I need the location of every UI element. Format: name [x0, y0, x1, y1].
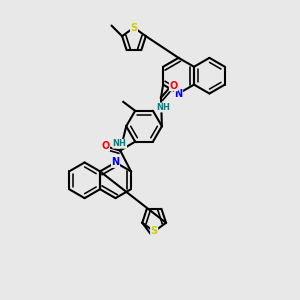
Text: NH: NH	[113, 139, 127, 148]
Text: NH: NH	[156, 103, 170, 112]
Text: O: O	[101, 141, 110, 151]
Text: O: O	[169, 81, 178, 91]
Text: S: S	[130, 22, 137, 32]
Text: N: N	[111, 158, 120, 167]
Text: N: N	[175, 88, 183, 98]
Text: S: S	[151, 226, 158, 236]
